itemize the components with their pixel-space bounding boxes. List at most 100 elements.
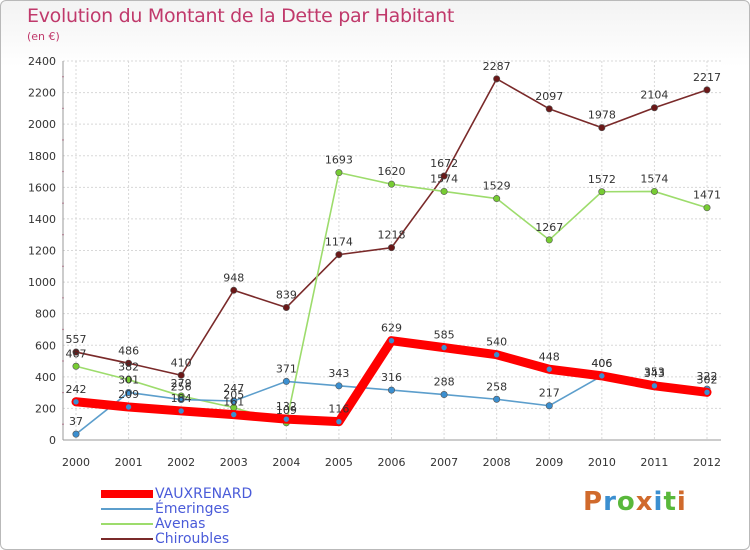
legend-swatch [101, 507, 153, 510]
x-tick-label: 2009 [535, 456, 563, 469]
data-label: 585 [434, 329, 455, 342]
series-avenas [72, 169, 711, 427]
data-label: 343 [328, 367, 349, 380]
data-label: 406 [591, 357, 612, 370]
data-label: 161 [223, 396, 244, 409]
legend-label: Chiroubles [155, 530, 230, 547]
data-point [545, 236, 553, 244]
proxiti-logo: Proxiti [583, 487, 687, 517]
logo-letter: x [635, 487, 654, 517]
data-point [72, 398, 80, 406]
data-point [335, 382, 343, 390]
data-point [230, 397, 238, 405]
data-point [440, 187, 448, 195]
x-tick-label: 2010 [588, 456, 616, 469]
data-label: 371 [276, 362, 297, 375]
data-point [598, 124, 606, 132]
data-point [545, 105, 553, 113]
chart-title: Evolution du Montant de la Dette par Hab… [27, 5, 455, 27]
legend-swatch [101, 522, 153, 525]
data-label: 256 [171, 381, 192, 394]
data-label: 1529 [483, 180, 511, 193]
data-point [493, 351, 500, 359]
data-label: 410 [171, 356, 192, 369]
data-point [387, 386, 395, 394]
data-point [230, 286, 238, 294]
data-label: 209 [118, 388, 139, 401]
data-label: 322 [697, 370, 718, 383]
data-point [125, 403, 132, 411]
data-label: 205 [223, 389, 244, 402]
legend-item: VAUXRENARD [101, 485, 253, 502]
y-tick-label: 600 [35, 339, 56, 352]
data-point [493, 75, 501, 83]
data-label: 109 [276, 404, 297, 417]
legend-item: Chiroubles [101, 530, 252, 547]
data-point [177, 396, 185, 404]
data-point [703, 86, 711, 94]
data-label: 132 [276, 400, 297, 413]
x-tick-label: 2012 [693, 456, 721, 469]
data-point [125, 376, 133, 384]
data-label: 343 [644, 367, 665, 380]
data-point [440, 172, 448, 180]
data-point [493, 195, 501, 203]
data-label: 540 [486, 336, 507, 349]
data-point [335, 251, 343, 259]
data-label: 288 [434, 376, 455, 389]
y-tick-label: 2400 [28, 55, 56, 68]
data-label: 353 [644, 365, 665, 378]
y-tick-label: 2000 [28, 118, 56, 131]
data-point [388, 337, 395, 344]
logo-letter: r [603, 487, 617, 517]
data-label: 1174 [325, 236, 353, 249]
legend-label: Avenas [155, 515, 206, 532]
logo-letter: i [653, 487, 664, 517]
x-tick-label: 2000 [62, 456, 90, 469]
data-label: 948 [223, 271, 244, 284]
data-point [545, 402, 553, 410]
y-tick-label: 1600 [28, 181, 56, 194]
data-label: 301 [118, 373, 139, 386]
data-label: 1572 [588, 173, 616, 186]
data-label: 557 [66, 333, 87, 346]
legend-label: VAUXRENARD [155, 485, 253, 502]
data-point [230, 411, 238, 418]
x-tick-label: 2004 [272, 456, 300, 469]
data-label: 406 [591, 357, 612, 370]
x-tick-label: 2006 [378, 456, 406, 469]
data-label: 1471 [693, 189, 721, 202]
legend-swatch [101, 489, 153, 498]
legend-label: Émeringes [155, 500, 230, 517]
data-label: 217 [539, 387, 560, 400]
y-tick-label: 800 [35, 308, 56, 321]
data-point [282, 377, 290, 385]
data-label: 1218 [378, 229, 406, 242]
data-label: 1672 [430, 157, 458, 170]
x-tick-label: 2007 [430, 456, 458, 469]
data-label: 486 [118, 344, 139, 357]
data-label: 279 [171, 377, 192, 390]
data-point [283, 415, 290, 423]
data-point [335, 169, 343, 177]
legend-swatch [101, 537, 153, 540]
data-point [703, 204, 711, 212]
data-point [440, 391, 448, 399]
data-label: 448 [539, 350, 560, 363]
data-label: 629 [381, 322, 402, 335]
legend-item: Avenas [101, 515, 252, 532]
data-point [125, 359, 133, 367]
data-label: 1693 [325, 154, 353, 167]
data-point [493, 395, 501, 403]
logo-letter: i [676, 487, 687, 517]
data-label: 116 [328, 403, 349, 416]
data-point [177, 371, 185, 379]
x-tick-label: 2001 [115, 456, 143, 469]
y-tick-label: 0 [49, 434, 56, 447]
series-vauxrenard [71, 336, 712, 427]
data-point [650, 104, 658, 112]
x-tick-label: 2011 [640, 456, 668, 469]
y-tick-label: 200 [35, 402, 56, 415]
data-label: 302 [697, 373, 718, 386]
data-label: 247 [223, 382, 244, 395]
